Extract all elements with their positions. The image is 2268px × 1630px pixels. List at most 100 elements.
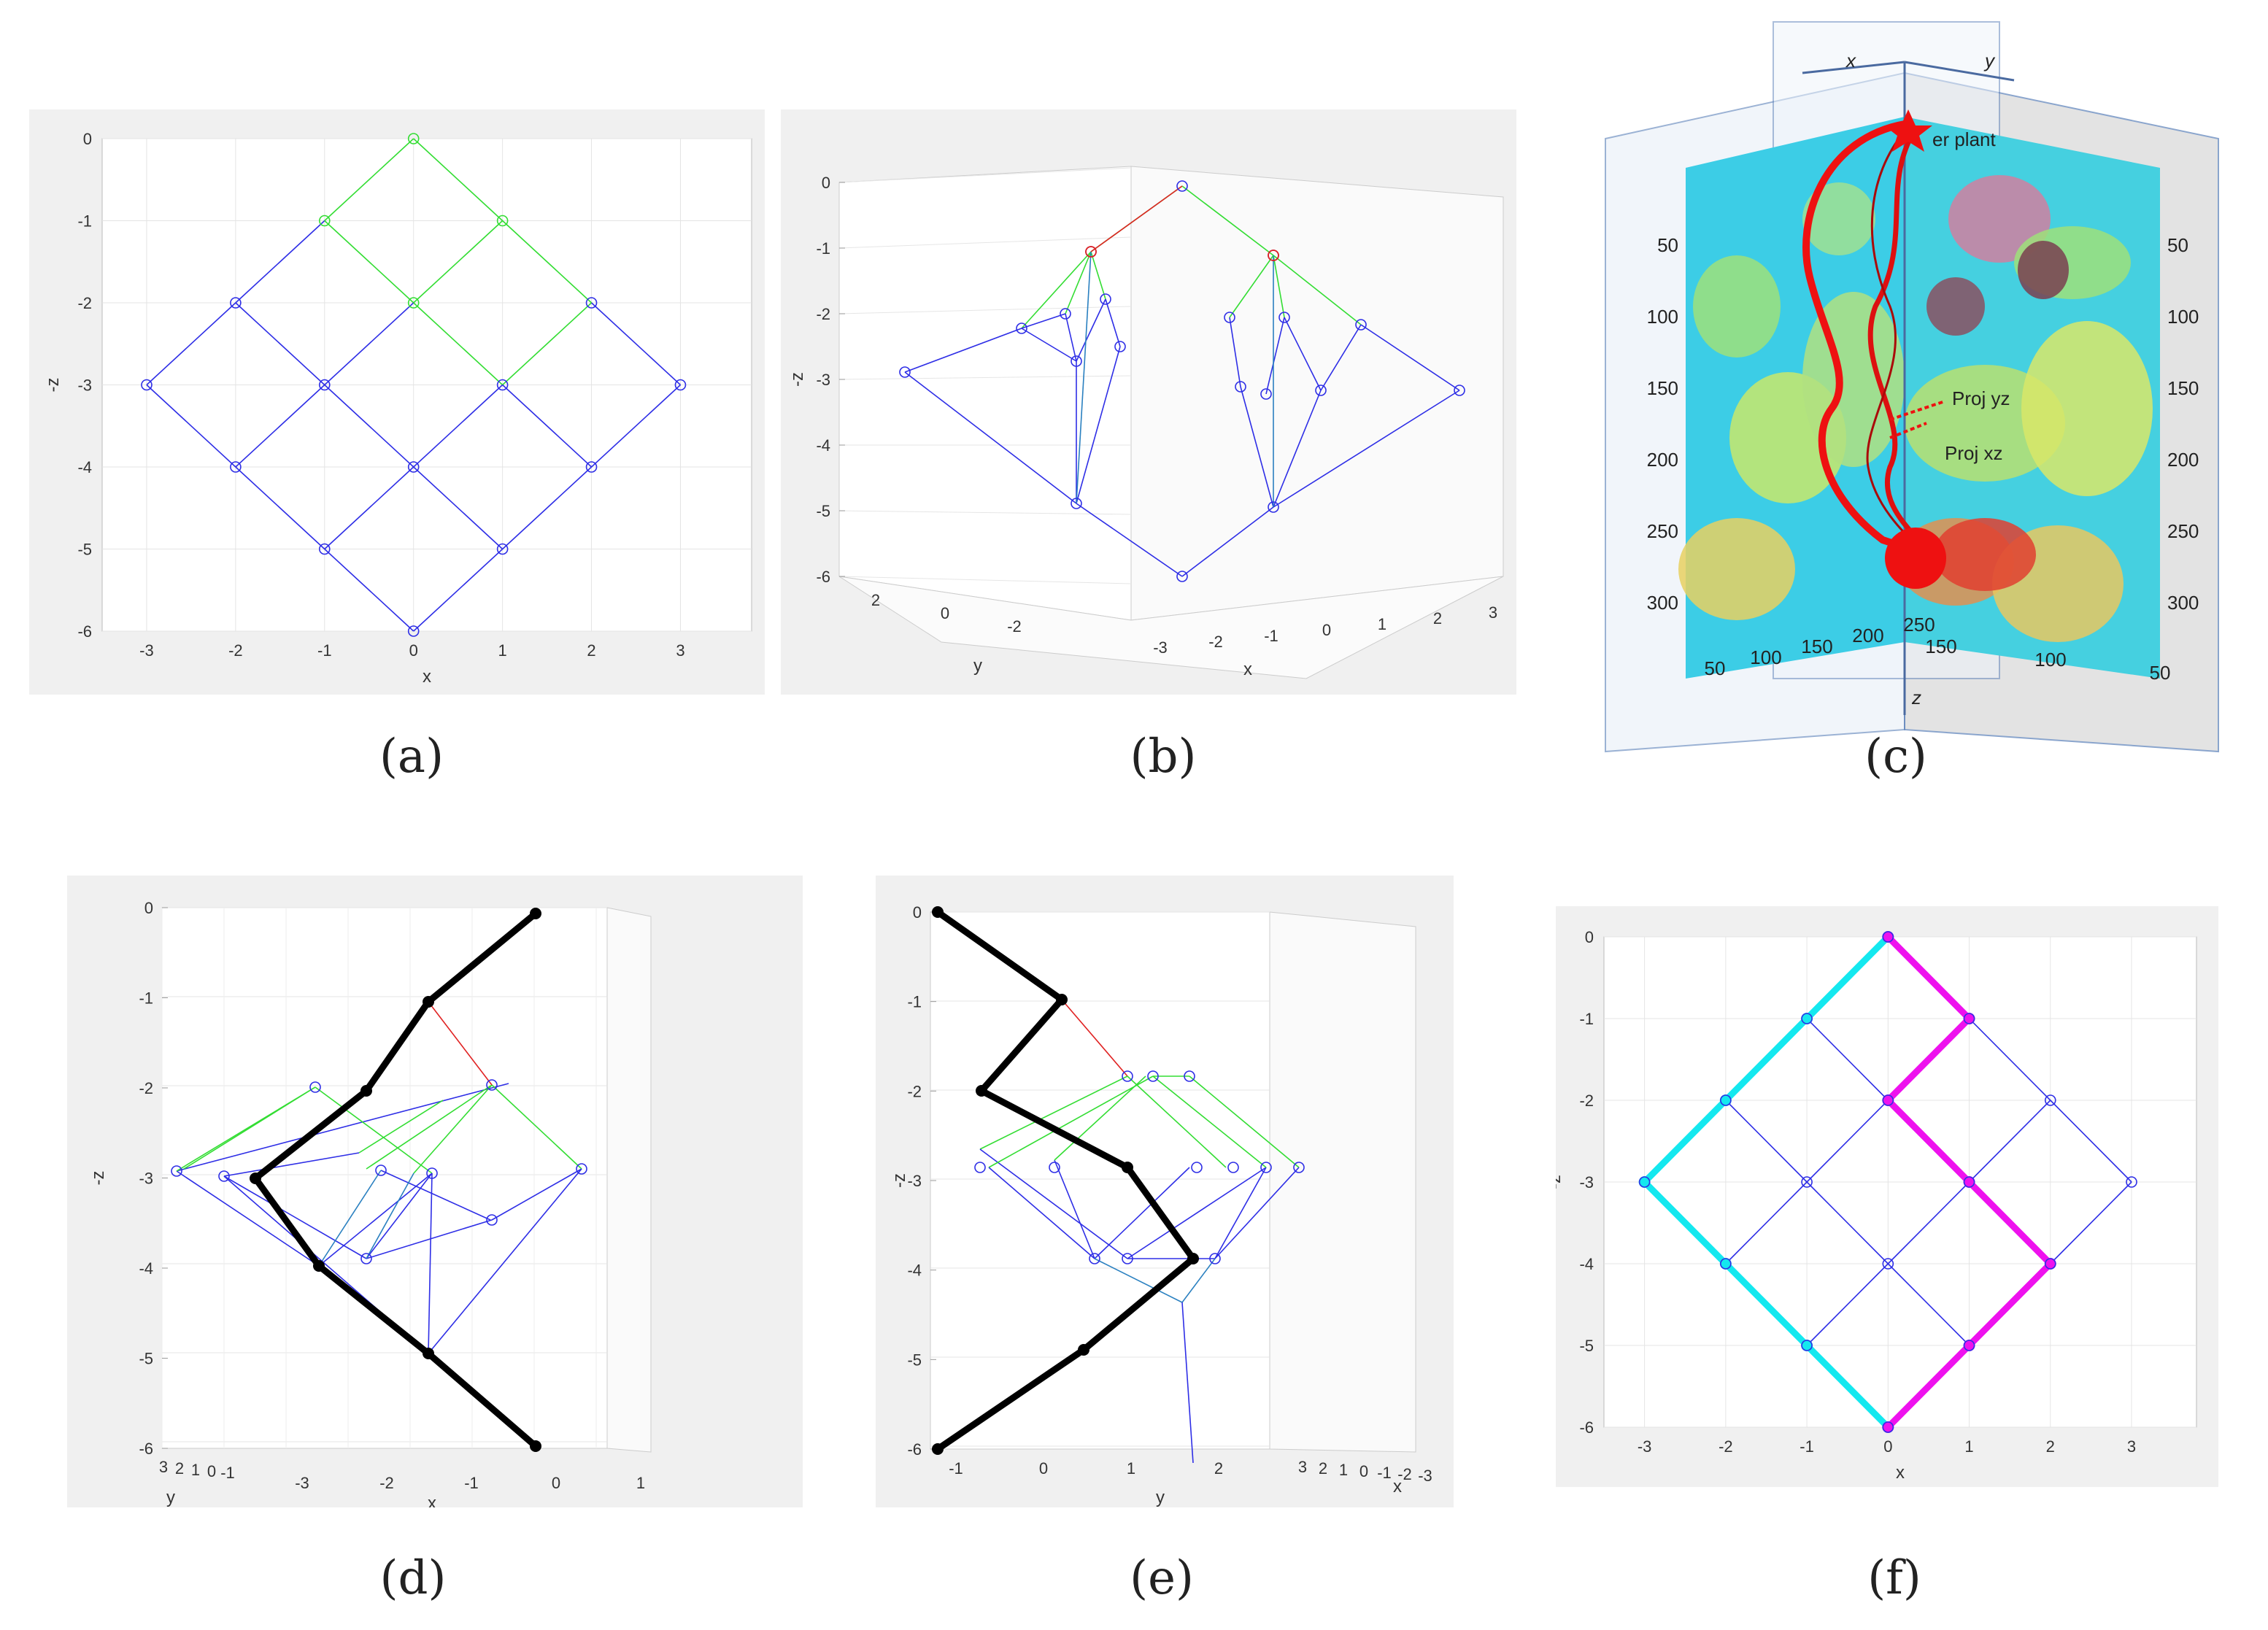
- z-tick-label: -1: [907, 993, 922, 1011]
- black-path-point: [1056, 994, 1068, 1005]
- y-tick-label: 0: [1585, 928, 1594, 946]
- y-tick-label: 1: [191, 1461, 200, 1479]
- lattice-node: [1071, 498, 1082, 509]
- y-axis-label: y: [1156, 1488, 1165, 1507]
- y-tick-label: -1: [949, 1459, 963, 1478]
- lattice-edge: [315, 1086, 433, 1174]
- caption-f: (f): [1867, 1551, 1921, 1605]
- lattice-node: [585, 297, 598, 309]
- lattice-edge: [1181, 1258, 1216, 1303]
- x-tick-label: 0: [1359, 1462, 1368, 1480]
- lattice-edge: [1725, 1181, 1808, 1264]
- x-tick-label: 0: [409, 641, 418, 660]
- lattice-edge: [146, 302, 236, 386]
- magenta-path-point: [2044, 1258, 2056, 1270]
- lattice-node: [674, 379, 687, 391]
- back-wall: [838, 166, 1132, 621]
- y-tick-label: 0: [83, 130, 92, 148]
- lattice-edge: [2050, 1100, 2132, 1183]
- lattice-node: [1963, 1013, 1975, 1024]
- bottom-tick-label: 250: [1903, 614, 1935, 636]
- y-axis-label: -z: [1556, 1175, 1565, 1189]
- y-tick-label: -1: [77, 212, 92, 231]
- lattice-edge: [491, 1084, 582, 1170]
- y-tick-label: -3: [77, 376, 92, 395]
- lattice-node: [1882, 931, 1894, 943]
- lattice-edge: [1127, 1167, 1267, 1259]
- lattice-node: [1122, 1253, 1133, 1264]
- chart-d-svg: 0-1-2-3-4-5-6-z-3 -2 -1 0 13 2 1 0 -1xy: [88, 899, 652, 1507]
- x-tick-label: 3: [2127, 1437, 2136, 1456]
- lattice-edge: [502, 466, 593, 550]
- lattice-node: [1293, 1162, 1305, 1173]
- lattice-node: [318, 543, 331, 555]
- map-panel-c: x y z 50 100 150 200 250 300 50 100 150 200 250 50 100 1…: [1547, 0, 2248, 773]
- lattice-edge: [1181, 185, 1274, 256]
- z-tick-label: 0: [822, 174, 830, 192]
- lattice-edge: [413, 466, 504, 550]
- lattice-edge: [1284, 317, 1322, 391]
- lattice-edge: [1273, 390, 1322, 508]
- lattice-node: [1176, 180, 1188, 192]
- magenta-path-point: [1882, 1094, 1894, 1106]
- lattice-edge: [318, 1173, 433, 1267]
- x-tick-label: -2: [1397, 1465, 1412, 1483]
- lattice-node: [2044, 1094, 2056, 1106]
- z-gridline: [838, 510, 1132, 515]
- x-tick-label: -1: [1377, 1464, 1392, 1482]
- lattice-edge: [1806, 1018, 1889, 1101]
- z-tick-label: -1: [139, 989, 153, 1008]
- lattice-edge: [1127, 1075, 1227, 1168]
- lattice-edge: [1054, 1159, 1095, 1259]
- black-path-point: [530, 908, 541, 919]
- x-axis-label: x: [1243, 660, 1252, 679]
- heatmap-blob: [1948, 175, 2051, 263]
- z-tick-label: -2: [139, 1079, 153, 1097]
- x-axis-label: x: [1845, 50, 1856, 72]
- chart-panel-a: -3 -2 -1 0 1 2 3 0 -1 -2 -3 -4 -5 -6 x -z: [29, 109, 765, 695]
- lattice-edge: [1094, 1167, 1190, 1259]
- back-wall: [930, 911, 1270, 1450]
- lattice-node: [1147, 1070, 1159, 1082]
- side-wall: [1269, 911, 1416, 1453]
- lattice-edge: [904, 371, 1077, 504]
- y-tick-label: -4: [1579, 1255, 1594, 1273]
- lattice-node: [318, 215, 331, 227]
- z-gridline: [838, 167, 1132, 183]
- lattice-edge: [324, 302, 414, 386]
- lattice-node: [1454, 385, 1465, 396]
- lattice-edge: [502, 302, 593, 386]
- lattice-node: [407, 625, 420, 637]
- x-tick-label: 0: [1883, 1437, 1892, 1456]
- z-gridline: [838, 576, 1132, 584]
- lattice-node: [496, 215, 509, 227]
- lattice-node: [899, 366, 911, 378]
- lattice-edge: [1181, 506, 1274, 577]
- lattice-node: [2126, 1176, 2137, 1188]
- y-tick-label: -5: [1579, 1337, 1594, 1355]
- highlight-node: [1268, 250, 1279, 261]
- chart-f-svg: -3 -2 -1 0 1 2 3 0 -1 -2 -3 -4 -5 -6 x -z: [1556, 928, 2197, 1483]
- lattice-edge: [235, 220, 325, 304]
- lattice-edge: [1229, 255, 1274, 318]
- right-tick-label: 100: [2167, 306, 2199, 328]
- lattice-edge: [1090, 185, 1183, 252]
- heatmap-blob: [1678, 518, 1795, 620]
- z-tick-label: -4: [816, 436, 830, 455]
- heatmap-blob: [1693, 255, 1781, 358]
- lattice-edge: [1806, 1181, 1889, 1264]
- lattice-edge: [1968, 1018, 2051, 1101]
- lattice-node: [1260, 1162, 1272, 1173]
- heatmap-blob: [1934, 518, 2036, 591]
- lattice-node: [407, 297, 420, 309]
- lattice-edge: [223, 1175, 367, 1259]
- lattice-node: [218, 1170, 230, 1182]
- z-tick-label: -5: [907, 1351, 922, 1369]
- lattice-edge: [413, 1084, 493, 1174]
- left-tick-label: 100: [1647, 306, 1678, 328]
- lattice-edge: [904, 328, 1022, 373]
- lattice-node: [1278, 312, 1290, 323]
- x-tick-label: 3: [1489, 603, 1497, 622]
- lattice-node: [141, 379, 153, 391]
- lattice-edge: [324, 548, 414, 632]
